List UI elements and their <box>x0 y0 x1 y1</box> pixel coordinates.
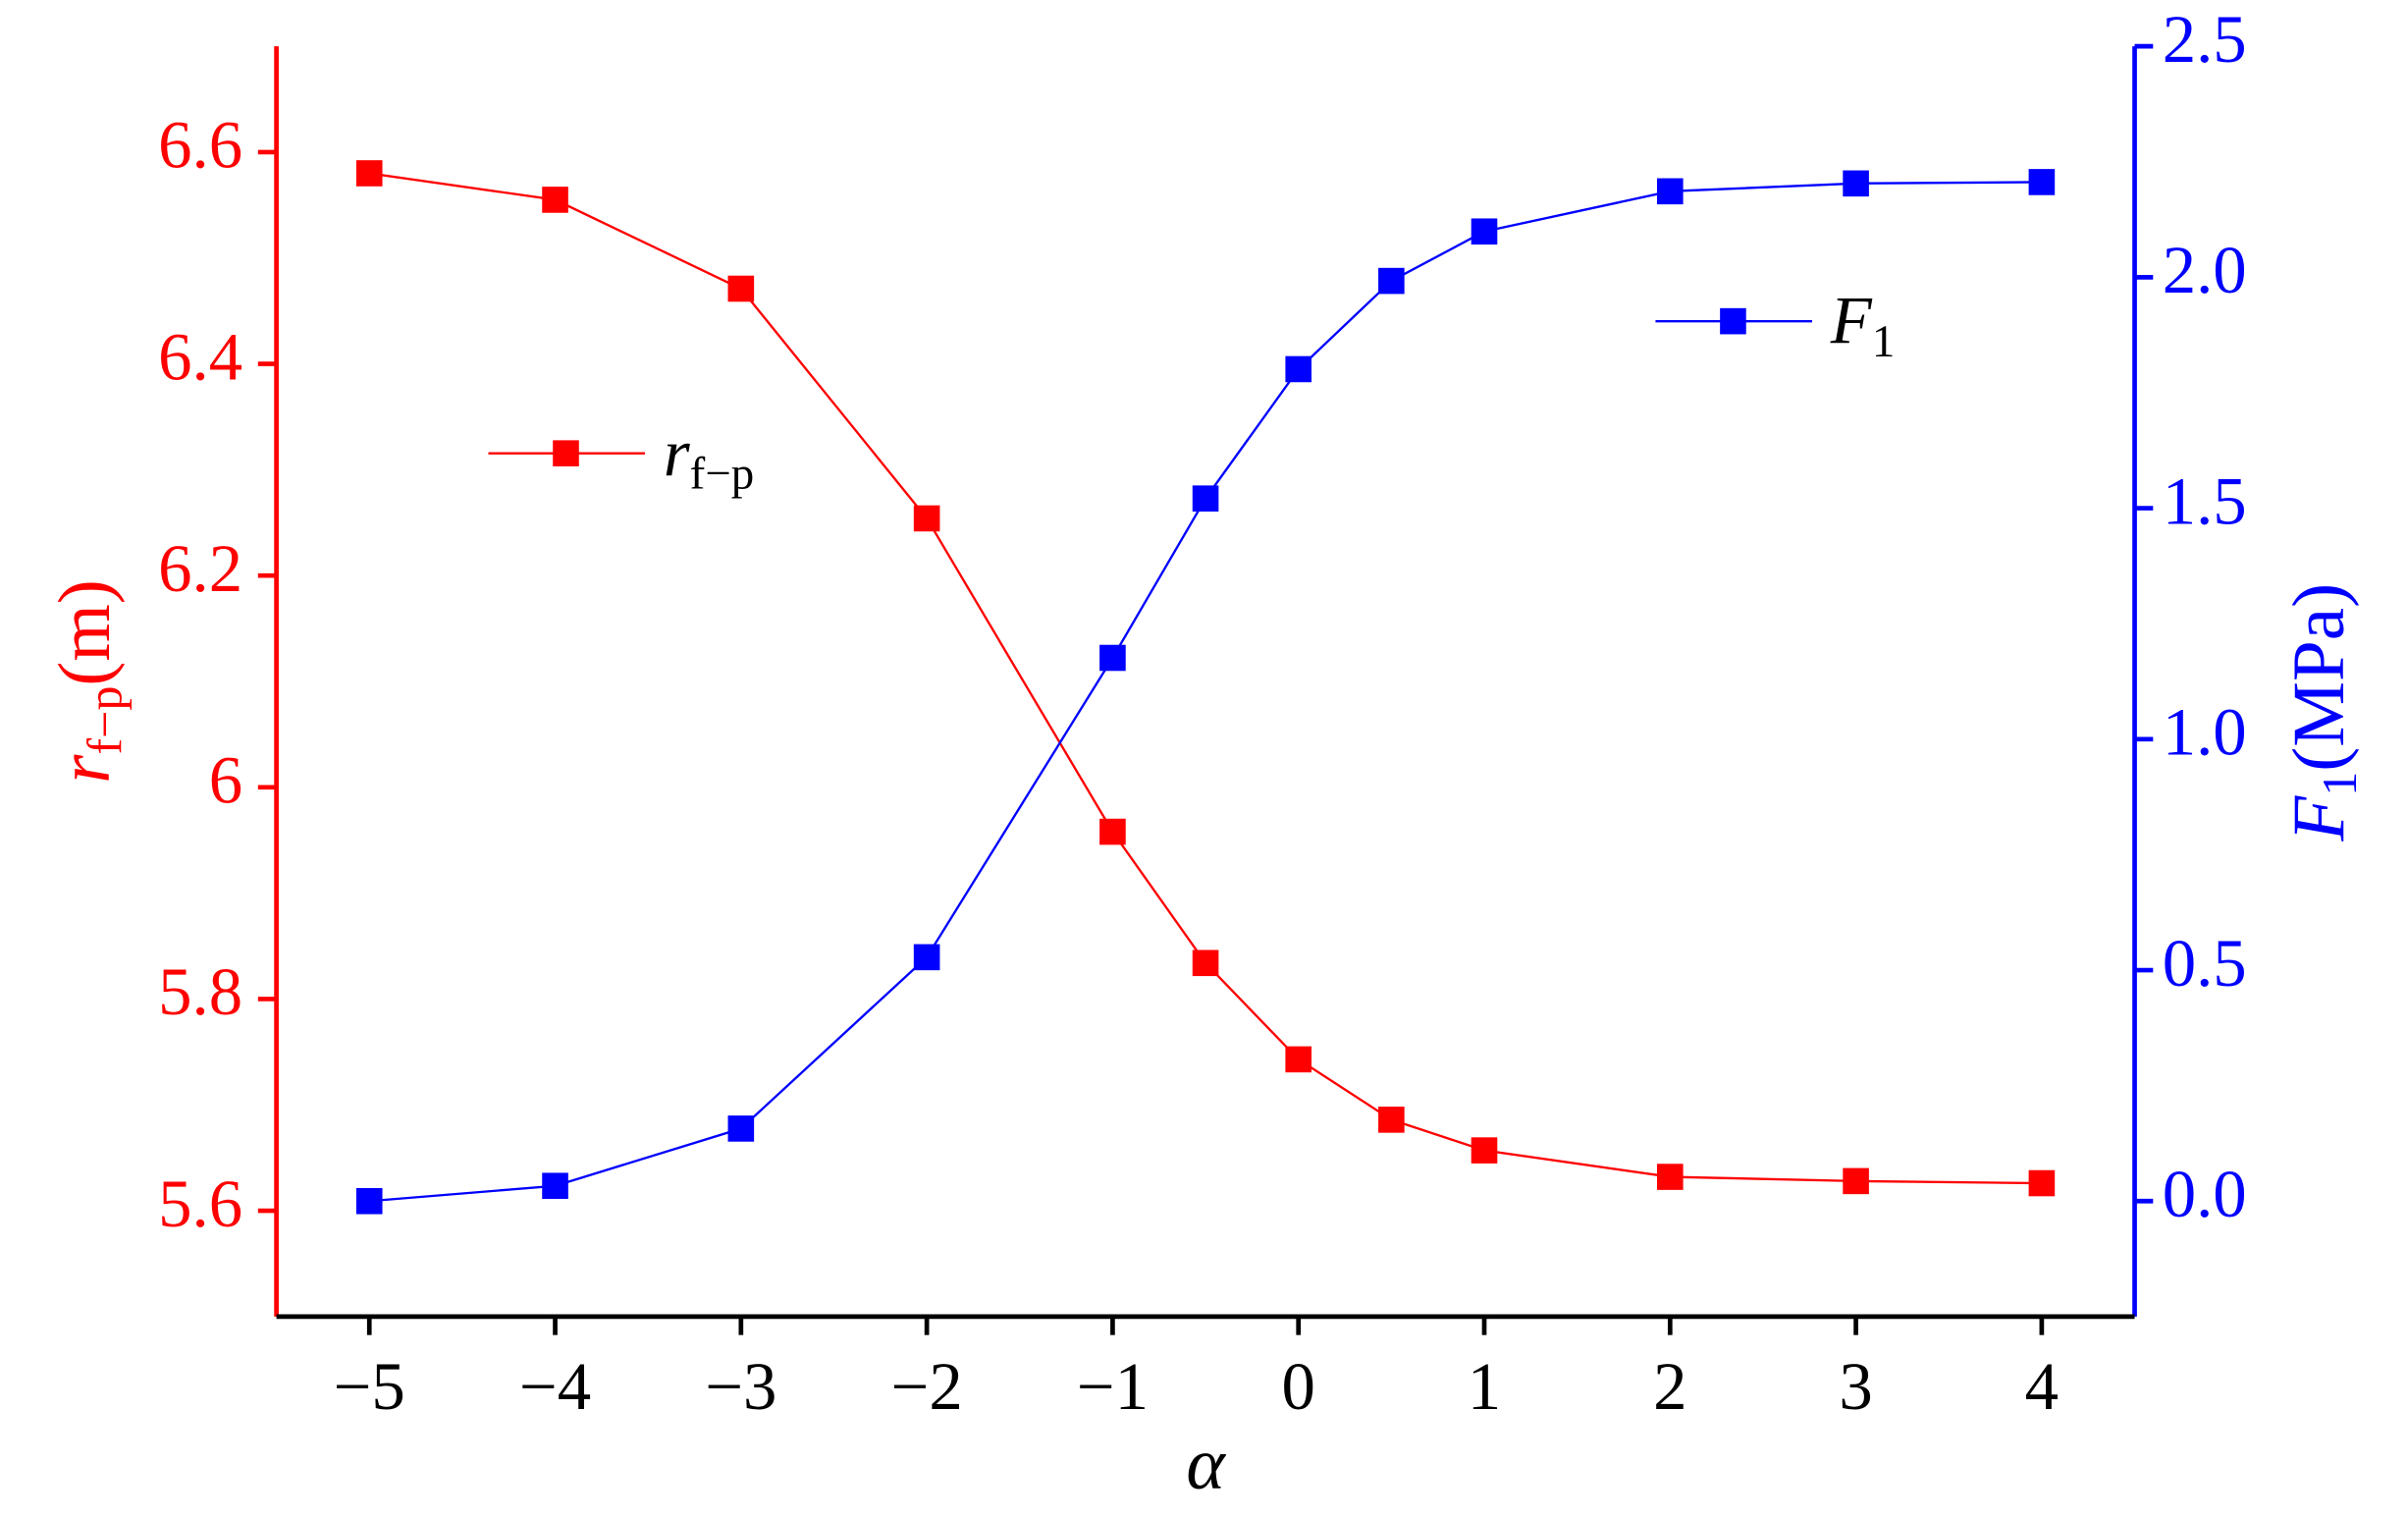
legend-marker <box>1720 307 1746 335</box>
y2-tick-label: 2.5 <box>2163 2 2247 77</box>
x-tick-label: 2 <box>1653 1349 1686 1424</box>
data-point <box>1099 644 1126 672</box>
data-point <box>1285 355 1312 383</box>
data-point <box>1192 485 1219 512</box>
y2-title-symbol: F <box>2278 795 2360 842</box>
y2-tick-label: 1.5 <box>2163 463 2247 538</box>
series-line <box>369 181 2042 1203</box>
x-tick-label: −3 <box>705 1349 776 1424</box>
y2-tick-label: 2.0 <box>2163 233 2247 307</box>
y-tick-label: 6.4 <box>158 319 242 394</box>
x-tick-label: 3 <box>1839 1349 1872 1424</box>
data-point <box>1843 1167 1869 1195</box>
data-point <box>1657 1164 1684 1190</box>
data-point <box>542 1172 568 1200</box>
data-point <box>913 944 940 971</box>
x-tick-label: −4 <box>519 1349 591 1424</box>
y-title-symbol: r <box>44 754 126 784</box>
y2-axis-title: F1(MPa) <box>2278 583 2367 842</box>
y-title-subscript: f−p <box>78 686 133 755</box>
y2-title-subscript: 1 <box>2312 772 2367 796</box>
data-point <box>2028 1169 2056 1197</box>
legend-subscript: 1 <box>1872 316 1895 367</box>
y2-tick-label: 0.5 <box>2163 926 2247 1001</box>
y-tick-label: 6.2 <box>158 531 242 606</box>
y-axis-title: rf−p(m) <box>44 579 133 784</box>
data-point <box>913 505 940 532</box>
legend-subscript: f−p <box>690 448 755 499</box>
y-title-unit: (m) <box>44 579 126 685</box>
y-tick-label: 5.8 <box>158 954 242 1029</box>
data-point <box>1657 178 1684 205</box>
data-point <box>1099 818 1126 845</box>
legend-symbol: F <box>1830 283 1873 357</box>
x-tick-label: −1 <box>1077 1349 1149 1424</box>
y2-tick-label: 0.0 <box>2163 1157 2247 1231</box>
data-point <box>1192 949 1219 977</box>
y-tick-label: 6 <box>209 743 242 818</box>
legend-label: F1 <box>1830 283 1896 367</box>
data-point <box>1378 267 1405 295</box>
x-tick-label: 0 <box>1282 1349 1315 1424</box>
y-tick-label: 6.6 <box>158 108 242 183</box>
y-tick-label: 5.6 <box>158 1166 242 1241</box>
legend-symbol: r <box>664 415 690 490</box>
data-point <box>1471 218 1498 245</box>
data-point <box>1285 1046 1312 1073</box>
data-point <box>727 1115 755 1142</box>
data-point <box>355 160 383 187</box>
legend-label: rf−p <box>664 415 754 500</box>
x-tick-label: −2 <box>891 1349 963 1424</box>
data-point <box>355 1187 383 1215</box>
legend-marker <box>553 440 579 466</box>
y2-tick-label: 1.0 <box>2163 695 2247 770</box>
x-tick-label: 4 <box>2025 1349 2059 1424</box>
data-point <box>542 187 568 213</box>
x-tick-label: −5 <box>334 1349 405 1424</box>
y2-title-unit: (MPa) <box>2278 583 2360 772</box>
data-point <box>1471 1137 1498 1164</box>
series-line <box>369 172 2042 1185</box>
x-tick-label: 1 <box>1468 1349 1501 1424</box>
data-point <box>2028 169 2056 195</box>
data-point <box>1843 170 1869 197</box>
data-point <box>1378 1107 1405 1133</box>
x-axis-title: α <box>1186 1424 1226 1505</box>
data-point <box>727 275 755 302</box>
